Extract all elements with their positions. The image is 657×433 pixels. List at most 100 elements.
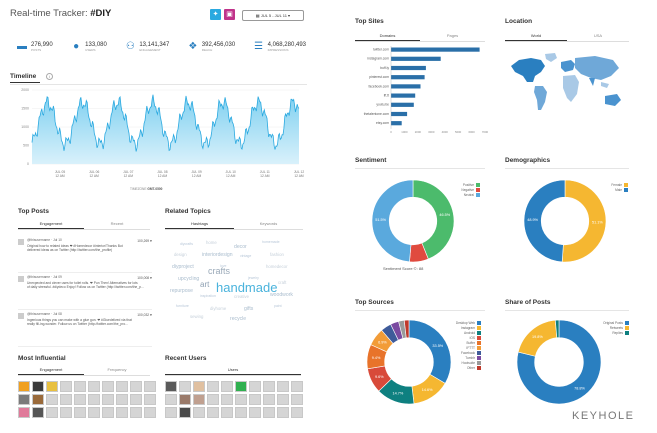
cloud-word[interactable]: love xyxy=(220,264,227,268)
twitter-button[interactable]: ✦ xyxy=(210,9,221,20)
cloud-word[interactable]: homemade xyxy=(262,240,280,244)
user-avatar[interactable] xyxy=(263,381,275,392)
user-avatar[interactable] xyxy=(263,407,275,418)
cloud-word[interactable]: jewelry xyxy=(248,276,259,280)
share-of-posts-slice[interactable] xyxy=(554,319,560,339)
user-avatar[interactable] xyxy=(165,407,177,418)
legend-item[interactable]: Retweets xyxy=(595,325,629,330)
legend-item[interactable]: Buffer xyxy=(445,340,481,345)
user-avatar[interactable] xyxy=(221,394,233,405)
user-avatar[interactable] xyxy=(277,381,289,392)
user-avatar[interactable] xyxy=(207,381,219,392)
user-avatar[interactable] xyxy=(291,407,303,418)
user-avatar[interactable] xyxy=(263,394,275,405)
user-avatar[interactable] xyxy=(207,394,219,405)
user-avatar[interactable] xyxy=(32,394,44,405)
cloud-word[interactable]: gifts xyxy=(244,306,254,312)
legend-item[interactable]: Male xyxy=(602,187,628,192)
user-avatar[interactable] xyxy=(88,394,100,405)
user-avatar[interactable] xyxy=(88,407,100,418)
top-sources-slice[interactable] xyxy=(403,319,410,339)
tab-domains[interactable]: Domains xyxy=(355,32,420,41)
post-item[interactable]: @thisusername · Jul 08 Ingenious things y… xyxy=(18,310,152,347)
tab-keywords[interactable]: Keywords xyxy=(259,221,278,226)
user-avatar[interactable] xyxy=(102,394,114,405)
cloud-word[interactable]: recycle xyxy=(230,316,247,322)
share-of-posts-slice[interactable] xyxy=(516,319,602,405)
timeline-area[interactable] xyxy=(32,94,299,164)
user-avatar[interactable] xyxy=(193,407,205,418)
legend-item[interactable]: IFTTT xyxy=(445,345,481,350)
user-avatar[interactable] xyxy=(74,394,86,405)
cloud-word[interactable]: craft xyxy=(278,280,287,285)
tab-usa[interactable]: USA xyxy=(593,33,603,38)
site-label[interactable]: buff.ly xyxy=(380,66,389,70)
site-bar[interactable] xyxy=(391,93,416,98)
user-avatar[interactable] xyxy=(74,407,86,418)
tab-world[interactable]: World xyxy=(505,32,567,41)
cloud-word[interactable]: vintage xyxy=(240,254,252,258)
site-bar[interactable] xyxy=(391,56,441,61)
user-avatar[interactable] xyxy=(60,407,72,418)
user-avatar[interactable] xyxy=(18,407,30,418)
user-avatar[interactable] xyxy=(193,381,205,392)
user-avatar[interactable] xyxy=(221,381,233,392)
user-avatar[interactable] xyxy=(116,381,128,392)
legend-item[interactable]: Instagram xyxy=(445,325,481,330)
cloud-word[interactable]: creative xyxy=(234,294,250,299)
legend-item[interactable]: Positive xyxy=(452,182,480,187)
legend-item[interactable]: Facebook xyxy=(445,350,481,355)
legend-item[interactable]: Other xyxy=(445,365,481,370)
site-label[interactable]: ift.tt xyxy=(384,94,389,98)
site-label[interactable]: youtu.be xyxy=(376,103,389,107)
cloud-word[interactable]: diycrafts xyxy=(180,242,194,246)
cloud-word[interactable]: home xyxy=(206,240,217,245)
user-avatar[interactable] xyxy=(130,381,142,392)
user-avatar[interactable] xyxy=(60,381,72,392)
post-item[interactable]: @thisusername · Jul 09 Unexpected and cle… xyxy=(18,273,152,310)
user-avatar[interactable] xyxy=(46,381,58,392)
tab-engagement[interactable]: Engagement xyxy=(18,366,84,375)
user-avatar[interactable] xyxy=(116,394,128,405)
cloud-word[interactable]: paint xyxy=(274,304,282,308)
legend-item[interactable]: iOS xyxy=(445,335,481,340)
user-avatar[interactable] xyxy=(32,381,44,392)
user-avatar[interactable] xyxy=(144,407,156,418)
legend-item[interactable]: Hootsuite xyxy=(445,360,481,365)
cloud-word[interactable]: decor xyxy=(234,244,247,250)
tab-frequency[interactable]: Frequency xyxy=(107,367,127,372)
user-avatar[interactable] xyxy=(207,407,219,418)
user-avatar[interactable] xyxy=(144,394,156,405)
tab-engagement[interactable]: Engagement xyxy=(18,220,84,229)
cloud-word[interactable]: furniture xyxy=(176,304,189,308)
site-label[interactable]: etsy.com xyxy=(376,121,389,125)
post-user[interactable]: @thisusername · Jul 09 xyxy=(27,275,62,279)
user-avatar[interactable] xyxy=(221,407,233,418)
user-avatar[interactable] xyxy=(46,407,58,418)
date-range-button[interactable]: ▦ JUL 5 - JUL 11 ▾ xyxy=(242,10,304,21)
post-user[interactable]: @thisusername · Jul 10 xyxy=(27,238,62,242)
cloud-word[interactable]: interiordesign xyxy=(202,252,233,258)
user-avatar[interactable] xyxy=(102,381,114,392)
user-avatar[interactable] xyxy=(18,381,30,392)
site-bar[interactable] xyxy=(391,102,414,107)
info-icon[interactable]: i xyxy=(46,73,53,80)
site-bar[interactable] xyxy=(391,111,408,117)
site-label[interactable]: pinterest.com xyxy=(369,75,389,79)
demographics-slice[interactable] xyxy=(523,179,566,263)
cloud-word[interactable]: repurpose xyxy=(170,288,193,294)
user-avatar[interactable] xyxy=(291,381,303,392)
legend-item[interactable]: Tumblr xyxy=(445,355,481,360)
post-item[interactable]: @thisusername · Jul 10 Original how to re… xyxy=(18,236,152,273)
user-avatar[interactable] xyxy=(46,394,58,405)
user-avatar[interactable] xyxy=(179,407,191,418)
world-map[interactable] xyxy=(505,48,629,120)
cloud-word[interactable]: diyhome xyxy=(210,306,227,311)
site-bar[interactable] xyxy=(391,47,480,52)
legend-item[interactable]: Neutral xyxy=(452,192,480,197)
legend-item[interactable]: Android xyxy=(445,330,481,335)
cloud-word[interactable]: homedecor xyxy=(266,264,288,269)
legend-item[interactable]: Desktop Web xyxy=(445,320,481,325)
cloud-word[interactable]: fashion xyxy=(270,252,284,257)
user-avatar[interactable] xyxy=(88,381,100,392)
